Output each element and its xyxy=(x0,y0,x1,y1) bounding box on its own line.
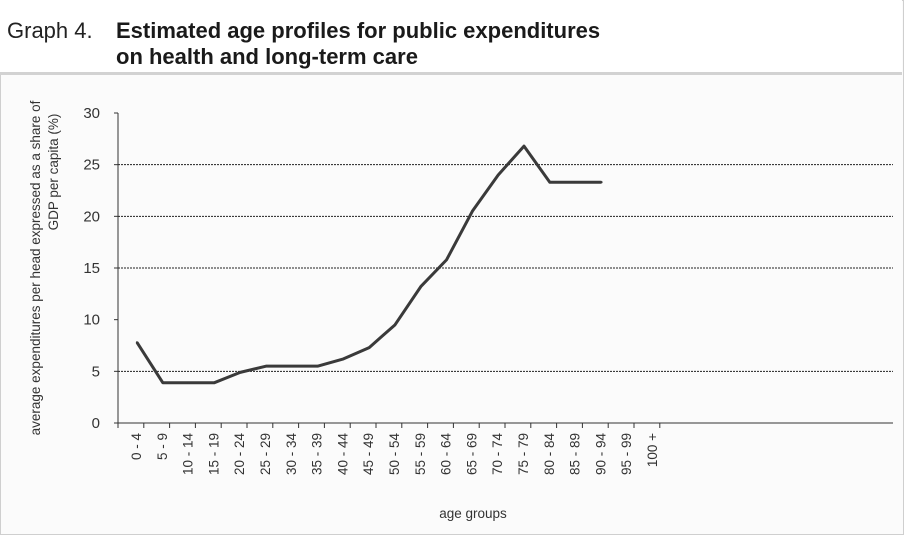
data-point xyxy=(574,181,577,184)
x-tick-label: 80 - 84 xyxy=(542,433,557,476)
x-tick-label: 100 + xyxy=(645,433,660,467)
data-point xyxy=(239,371,242,374)
data-point xyxy=(497,173,500,177)
data-point xyxy=(342,357,345,361)
graph-number-label: Graph 4. xyxy=(7,18,93,43)
x-tick-label: 15 - 19 xyxy=(206,433,221,475)
data-point xyxy=(161,381,164,384)
x-axis-ticks: 0 - 4 5 - 9 10 - 14 15 - 19 20 - 24 25 - 29 30… xyxy=(117,423,661,476)
data-point xyxy=(368,346,371,349)
data-points xyxy=(135,144,603,384)
y-tick-label-15: 15 xyxy=(83,260,100,277)
x-tick-label: 55 - 59 xyxy=(413,433,428,475)
x-tick-label: 75 - 79 xyxy=(516,433,531,475)
data-point xyxy=(135,341,139,344)
x-tick-label: 40 - 44 xyxy=(335,433,350,476)
data-point xyxy=(187,381,190,384)
data-point xyxy=(264,364,268,368)
x-tick-label: 0 - 4 xyxy=(129,433,144,461)
x-tick-label: 95 - 99 xyxy=(619,433,634,475)
data-point xyxy=(213,381,216,384)
chart-title-line-2: on health and long-term care xyxy=(116,44,418,69)
x-tick-label: 45 - 49 xyxy=(361,433,376,475)
x-tick-label: 50 - 54 xyxy=(387,433,402,476)
data-point xyxy=(445,258,448,261)
gridlines xyxy=(118,164,893,372)
data-point xyxy=(471,209,474,213)
y-axis-ticks: 0 5 10 15 20 25 30 xyxy=(83,105,118,432)
data-point xyxy=(290,364,293,368)
chart-title-line-1: Estimated age profiles for public expend… xyxy=(116,18,601,43)
x-tick-label: 70 - 74 xyxy=(490,433,505,476)
data-point xyxy=(419,285,422,288)
y-tick-label-5: 5 xyxy=(92,363,100,380)
x-tick-label: 20 - 24 xyxy=(232,433,247,476)
data-point xyxy=(522,144,526,148)
y-tick-label-20: 20 xyxy=(83,208,100,225)
x-tick-label: 30 - 34 xyxy=(284,433,299,476)
x-tick-label: 35 - 39 xyxy=(310,433,325,475)
y-tick-label-25: 25 xyxy=(83,157,100,174)
y-axis-label-line-2: GDP per capita (%) xyxy=(46,114,61,231)
x-tick-label: 90 - 94 xyxy=(593,433,608,476)
data-point xyxy=(393,323,397,327)
x-tick-label: 65 - 69 xyxy=(464,433,479,475)
x-tick-label: 85 - 89 xyxy=(568,433,583,475)
y-tick-label-0: 0 xyxy=(92,415,100,432)
data-point xyxy=(548,181,551,184)
y-tick-label-10: 10 xyxy=(83,312,100,329)
x-tick-label: 60 - 64 xyxy=(439,433,454,476)
figure-header: Graph 4. Estimated age profiles for publ… xyxy=(0,0,902,75)
data-point xyxy=(316,364,319,368)
y-tick-label-30: 30 xyxy=(83,105,100,122)
y-axis-label-line-1: average expenditures per head expressed … xyxy=(28,100,43,435)
x-tick-label: 25 - 29 xyxy=(258,433,273,475)
x-tick-label: 5 - 9 xyxy=(155,433,170,460)
x-tick-label: 10 - 14 xyxy=(181,433,196,476)
data-point xyxy=(600,181,603,184)
x-axis-label: age groups xyxy=(439,506,507,521)
